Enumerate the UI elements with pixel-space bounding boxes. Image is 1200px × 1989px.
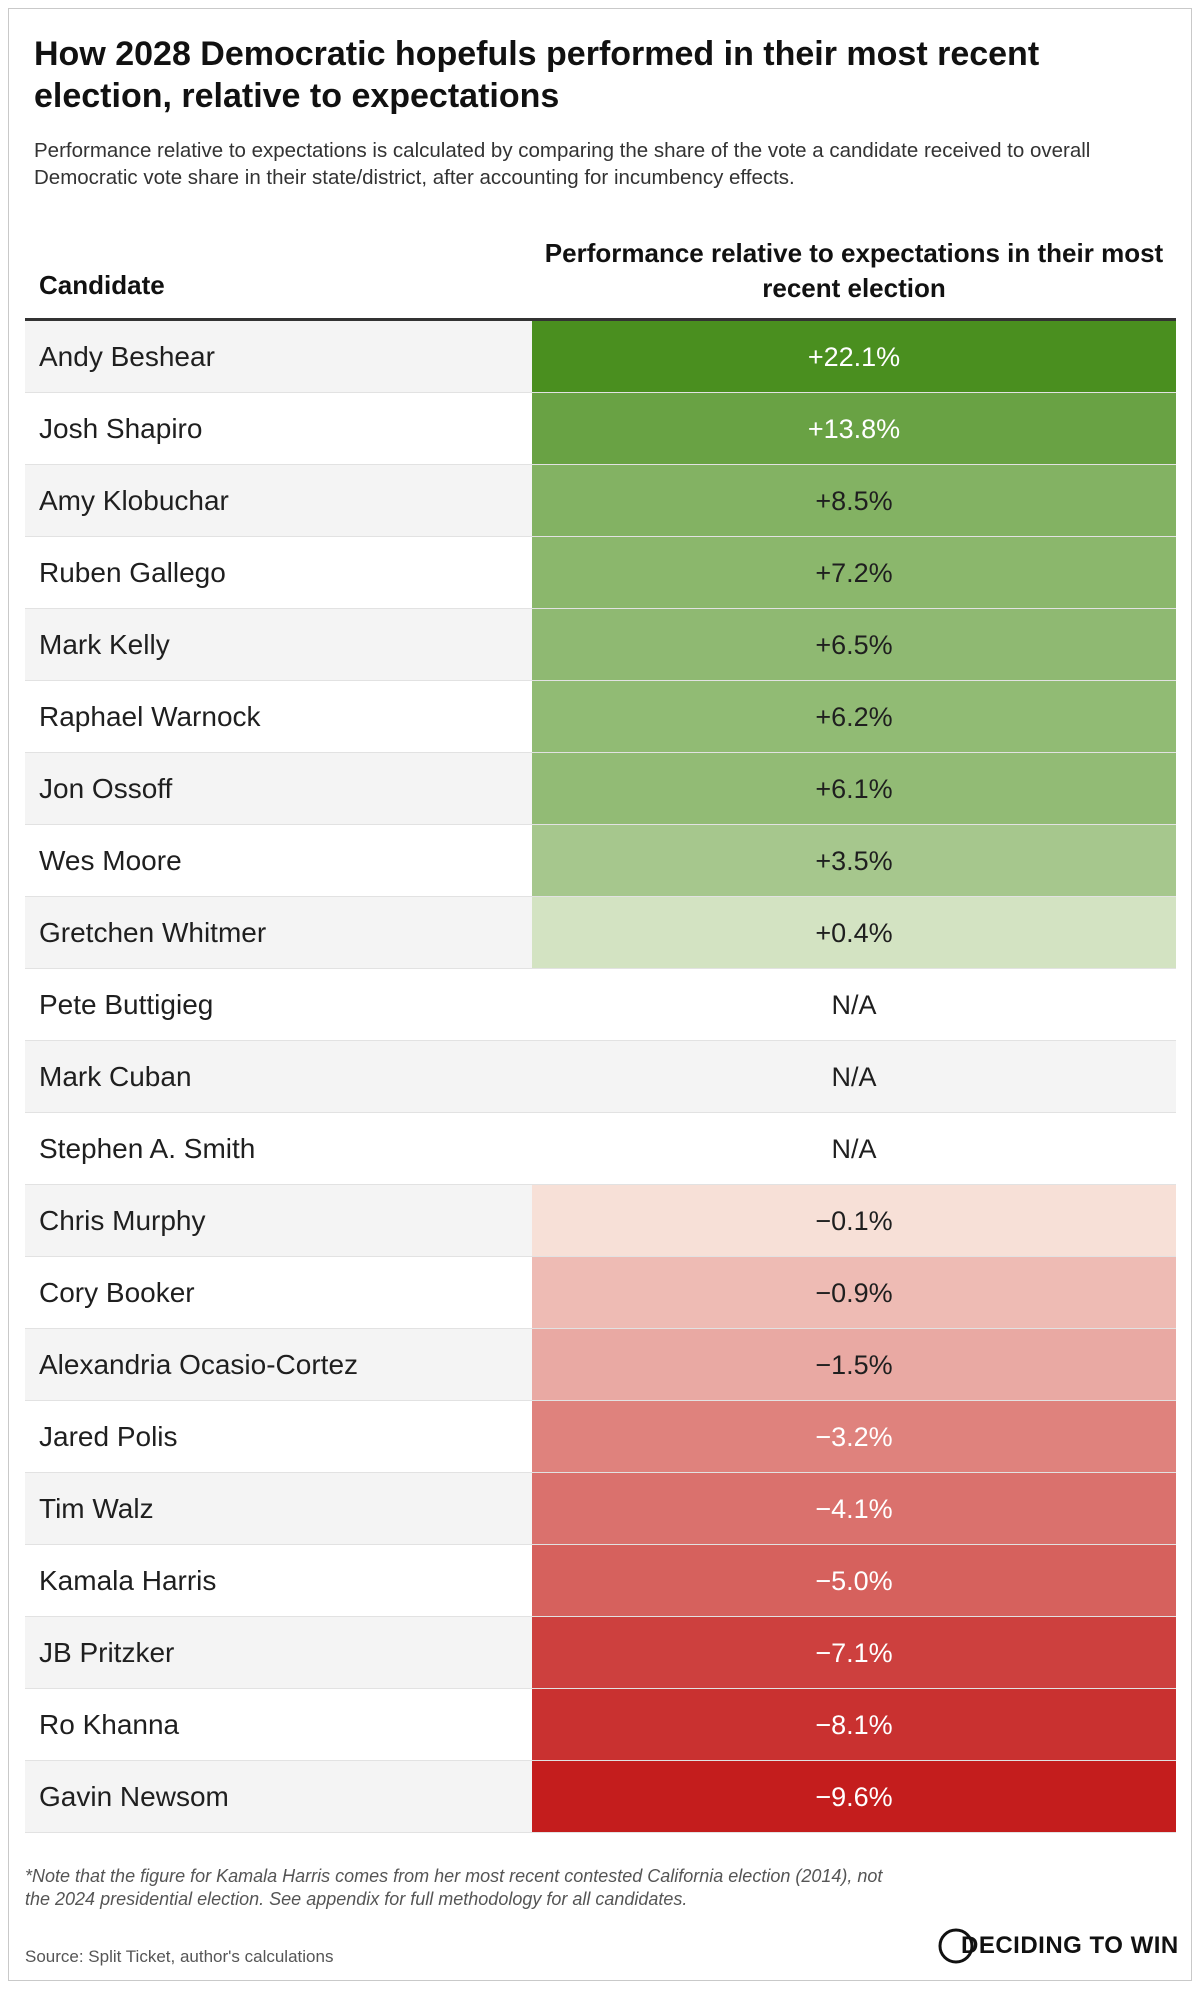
performance-cell: −8.1% [532,1689,1176,1761]
row-divider [25,392,1176,393]
row-divider [25,1040,1176,1041]
row-divider [25,464,1176,465]
row-divider [25,1832,1176,1833]
column-header-performance: Performance relative to expectations in … [544,238,1164,303]
candidate-name: Mark Cuban [39,1061,192,1092]
candidate-name: Stephen A. Smith [39,1133,256,1164]
source-line: Source: Split Ticket, author's calculati… [25,1947,334,1966]
table-row: Josh Shapiro +13.8% [25,393,1176,465]
performance-cell: −7.1% [532,1617,1176,1689]
table-row: Mark Kelly +6.5% [25,609,1176,681]
table-row: Ro Khanna −8.1% [25,1689,1176,1761]
candidate-name: Wes Moore [39,845,182,876]
candidate-name: Kamala Harris [39,1565,217,1596]
row-divider [25,1472,1176,1473]
table-row: Gretchen Whitmer +0.4% [25,897,1176,969]
performance-cell: N/A [831,990,877,1020]
row-divider [25,1400,1176,1401]
row-divider [25,896,1176,897]
table-row: Alexandria Ocasio-Cortez −1.5% [25,1329,1176,1401]
deciding-to-win-logo: DECIDING TO WIN [937,1925,1179,1969]
candidate-name: Cory Booker [39,1277,195,1308]
row-divider [25,608,1176,609]
performance-cell: +13.8% [532,393,1176,465]
performance-cell: +6.5% [532,609,1176,681]
row-divider [25,1616,1176,1617]
performance-cell: +7.2% [532,537,1176,609]
row-divider [25,1328,1176,1329]
row-divider [25,536,1176,537]
table-row: Chris Murphy −0.1% [25,1185,1176,1257]
table-row: Tim Walz −4.1% [25,1473,1176,1545]
candidate-name: Ro Khanna [39,1709,180,1740]
table-row: Raphael Warnock +6.2% [25,681,1176,753]
chart-title: How 2028 Democratic hopefuls performed i… [34,35,1040,115]
candidate-name: Mark Kelly [39,629,170,660]
candidate-name: Amy Klobuchar [39,485,229,516]
column-header-candidate: Candidate [39,270,165,300]
performance-cell: −4.1% [532,1473,1176,1545]
logo-text: DECIDING TO WIN [961,1932,1179,1959]
candidate-name: Ruben Gallego [39,557,226,588]
table-row: Mark Cuban N/A [25,1041,1176,1113]
performance-cell: +3.5% [532,825,1176,897]
performance-cell: −0.1% [532,1185,1176,1257]
row-divider [25,752,1176,753]
table-row: Kamala Harris −5.0% [25,1545,1176,1617]
table-row: Wes Moore +3.5% [25,825,1176,897]
row-divider [25,680,1176,681]
table-row: Jon Ossoff +6.1% [25,753,1176,825]
performance-cell: −9.6% [532,1761,1176,1833]
performance-cell: −1.5% [532,1329,1176,1401]
performance-cell: N/A [831,1062,877,1092]
candidate-name: Josh Shapiro [39,413,203,444]
table-row: Stephen A. Smith N/A [25,1113,1176,1185]
row-divider [25,1112,1176,1113]
table-row: Pete Buttigieg N/A [25,969,1176,1041]
performance-cell: +8.5% [532,465,1176,537]
performance-cell: −3.2% [532,1401,1176,1473]
candidate-name: Pete Buttigieg [39,989,214,1020]
logo-ring-icon [938,1928,974,1964]
table-row: Ruben Gallego +7.2% [25,537,1176,609]
footnote: *Note that the figure for Kamala Harris … [25,1866,883,1909]
performance-cell: +22.1% [532,321,1176,393]
row-divider [25,968,1176,969]
candidate-name: Tim Walz [39,1493,154,1524]
row-divider [25,1760,1176,1761]
chart-subtitle: Performance relative to expectations is … [34,139,1091,189]
performance-cell: +6.1% [532,753,1176,825]
table-row: JB Pritzker −7.1% [25,1617,1176,1689]
candidate-name: Gavin Newsom [39,1781,229,1812]
table-row: Cory Booker −0.9% [25,1257,1176,1329]
candidate-name: Raphael Warnock [39,701,261,732]
candidate-name: Andy Beshear [39,341,215,372]
row-divider [25,1544,1176,1545]
row-divider [25,824,1176,825]
performance-cell: N/A [831,1134,877,1164]
candidate-name: Gretchen Whitmer [39,917,267,948]
table-row: Gavin Newsom −9.6% [25,1761,1176,1833]
row-divider [25,1688,1176,1689]
table-row: Jared Polis −3.2% [25,1401,1176,1473]
header-rule [25,318,1176,321]
table-row: Amy Klobuchar +8.5% [25,465,1176,537]
candidate-name: Alexandria Ocasio-Cortez [39,1349,359,1380]
performance-cell: −0.9% [532,1257,1176,1329]
table-row: Andy Beshear +22.1% [25,321,1176,393]
candidate-name: Jon Ossoff [39,773,173,804]
candidate-name: JB Pritzker [39,1637,175,1668]
candidate-name: Chris Murphy [39,1205,206,1236]
performance-cell: −5.0% [532,1545,1176,1617]
performance-cell: +0.4% [532,897,1176,969]
row-divider [25,1184,1176,1185]
table-body: Andy Beshear +22.1% Josh Shapiro +13.8% Amy … [25,321,1176,1833]
performance-cell: +6.2% [532,681,1176,753]
candidate-name: Jared Polis [39,1421,178,1452]
row-divider [25,1256,1176,1257]
